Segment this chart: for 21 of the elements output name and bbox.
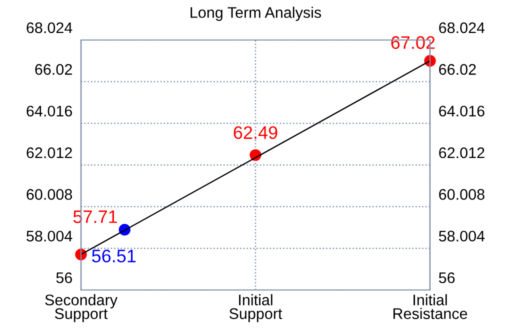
y-tick-label: 58.004 bbox=[26, 230, 72, 242]
y2-tick-label: 58.004 bbox=[438, 230, 485, 242]
annotation: 56.51 bbox=[92, 250, 136, 262]
y-tick-label: 62.012 bbox=[26, 147, 72, 158]
y2-tick-label: 62.012 bbox=[439, 147, 484, 158]
y-tick-label: 66.02 bbox=[35, 64, 72, 75]
data-label: 57.71 bbox=[73, 210, 117, 224]
y-tick-label: 60.008 bbox=[26, 189, 72, 200]
x-tick-label: Secondary Support bbox=[45, 294, 118, 322]
y2-tick-label: 66.02 bbox=[439, 64, 476, 75]
y2-tick-label: 56 bbox=[438, 272, 455, 284]
y-tick-label: 68.024 bbox=[26, 22, 72, 34]
data-label: 62.49 bbox=[234, 126, 278, 139]
x-tick-label: Initial Support bbox=[229, 294, 282, 322]
y2-tick-label: 60.008 bbox=[439, 189, 484, 200]
x-tick-label: Initial Resistance bbox=[393, 294, 468, 320]
y2-tick-label: 64.016 bbox=[439, 106, 484, 117]
y2-tick-label: 68.024 bbox=[439, 22, 485, 34]
y-tick-label: 56 bbox=[56, 272, 72, 284]
y-tick-label: 64.016 bbox=[26, 106, 72, 117]
chart-title: Long Term Analysis bbox=[190, 6, 322, 21]
